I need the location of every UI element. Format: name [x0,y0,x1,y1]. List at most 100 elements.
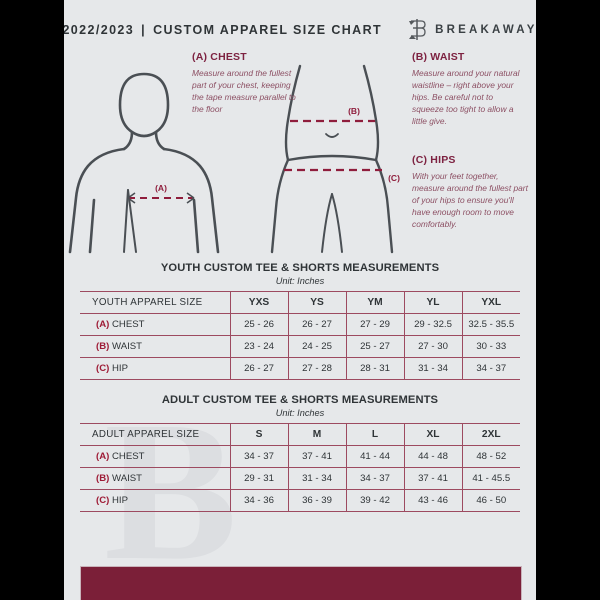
row-name: WAIST [112,341,143,352]
callout-hips-body: With your feet together, measure around … [412,171,528,229]
cell: 34 - 36 [230,489,289,512]
row-name: HIP [112,363,128,374]
cell: 44 - 48 [404,445,463,468]
row-name: WAIST [112,473,143,484]
cell: 30 - 33 [462,335,520,358]
page-header: 2022/2023 | CUSTOM APPAREL SIZE CHART BREA… [64,0,536,42]
callout-hips: (C) HIPS With your feet together, measur… [412,154,528,231]
adult-measurements-block: ADULT CUSTOM TEE & SHORTS MEASUREMENTS U… [64,394,536,512]
adult-col-s: S [230,423,289,446]
cell: 46 - 50 [462,489,520,512]
callout-chest: (A) CHEST Measure around the fullest par… [192,51,296,116]
body-figures-svg: (A) [68,64,400,254]
callout-waist-title: (B) WAIST [412,51,465,63]
brand-name: BREAKAWAY [435,24,536,36]
adult-table-header-row: ADULT APPAREL SIZE S M L XL 2XL [80,423,520,446]
youth-col-ys: YS [288,291,347,314]
row-tag: (B) [96,473,110,484]
youth-row-header-label: YOUTH APPAREL SIZE [80,291,231,314]
youth-table-header-row: YOUTH APPAREL SIZE YXS YS YM YL YXL [80,291,520,314]
row-name: HIP [112,495,128,506]
youth-table-unit: Unit: Inches [275,276,325,286]
youth-col-ym: YM [346,291,405,314]
cell: 34 - 37 [462,357,520,380]
callout-hips-title: (C) HIPS [412,154,456,166]
callout-chest-body: Measure around the fullest part of your … [192,68,296,114]
adult-row-header-label: ADULT APPAREL SIZE [80,423,231,446]
breakaway-b-logo-icon [409,19,426,40]
adult-col-xl: XL [404,423,463,446]
row-name: CHEST [112,451,145,462]
cell: 25 - 27 [346,335,405,358]
cell: 28 - 31 [346,357,405,380]
youth-row-chest-label: (A) CHEST [80,313,231,336]
youth-row-waist-label: (B) WAIST [80,335,231,358]
cell: 29 - 32.5 [404,313,463,336]
footer-bar [80,566,522,600]
cell: 41 - 45.5 [462,467,520,490]
table-row: (C) HIP 34 - 36 36 - 39 39 - 42 43 - 46 … [80,489,520,512]
adult-col-2xl: 2XL [462,423,520,446]
hips-measure-label: (C) [388,173,400,183]
row-tag: (C) [96,363,110,374]
cell: 23 - 24 [230,335,289,358]
table-row: (A) CHEST 34 - 37 37 - 41 41 - 44 44 - 4… [80,445,520,468]
adult-col-m: M [288,423,347,446]
adult-row-waist-label: (B) WAIST [80,467,231,490]
cell: 34 - 37 [230,445,289,468]
cell: 32.5 - 35.5 [462,313,520,336]
row-tag: (C) [96,495,110,506]
header-separator: | [141,23,147,37]
cell: 26 - 27 [230,357,289,380]
waist-measure-label: (B) [348,106,360,116]
cell: 24 - 25 [288,335,347,358]
callout-chest-title: (A) CHEST [192,51,247,63]
table-row: (A) CHEST 25 - 26 26 - 27 27 - 29 29 - 3… [80,313,520,336]
row-tag: (A) [96,451,110,462]
adult-row-chest-label: (A) CHEST [80,445,231,468]
cell: 29 - 31 [230,467,289,490]
adult-size-table: ADULT APPAREL SIZE S M L XL 2XL (A) CHES… [80,423,520,512]
cell: 27 - 30 [404,335,463,358]
cell: 26 - 27 [288,313,347,336]
size-chart-page: B 2022/2023 | CUSTOM APPAREL SIZE CHART BR… [64,0,536,600]
adult-col-l: L [346,423,405,446]
youth-measurements-block: YOUTH CUSTOM TEE & SHORTS MEASUREMENTS U… [64,262,536,380]
cell: 48 - 52 [462,445,520,468]
body-measurement-diagram: (A) [64,48,536,256]
cell: 37 - 41 [288,445,347,468]
cell: 31 - 34 [288,467,347,490]
table-row: (B) WAIST 29 - 31 31 - 34 34 - 37 37 - 4… [80,467,520,490]
cell: 34 - 37 [346,467,405,490]
cell: 39 - 42 [346,489,405,512]
youth-size-table: YOUTH APPAREL SIZE YXS YS YM YL YXL (A) … [80,291,520,380]
youth-row-hip-label: (C) HIP [80,357,231,380]
youth-table-title: YOUTH CUSTOM TEE & SHORTS MEASUREMENTS [160,262,440,274]
row-tag: (A) [96,319,110,330]
callout-waist: (B) WAIST Measure around your natural wa… [412,51,524,128]
cell: 43 - 46 [404,489,463,512]
row-tag: (B) [96,341,110,352]
cell: 31 - 34 [404,357,463,380]
brand-lockup: BREAKAWAY [406,18,536,42]
callout-waist-body: Measure around your natural waistline – … [412,68,520,126]
youth-col-yl: YL [404,291,463,314]
header-season: 2022/2023 [64,23,135,37]
header-title: CUSTOM APPAREL SIZE CHART [153,23,383,37]
chest-measure-line [127,192,195,204]
header-title-group: 2022/2023 | CUSTOM APPAREL SIZE CHART [64,23,382,37]
youth-col-yxs: YXS [230,291,289,314]
table-row: (B) WAIST 23 - 24 24 - 25 25 - 27 27 - 3… [80,335,520,358]
cell: 36 - 39 [288,489,347,512]
table-row: (C) HIP 26 - 27 27 - 28 28 - 31 31 - 34 … [80,357,520,380]
cell: 41 - 44 [346,445,405,468]
youth-col-yxl: YXL [462,291,520,314]
chest-measure-label: (A) [155,183,167,193]
adult-table-title: ADULT CUSTOM TEE & SHORTS MEASUREMENTS [161,394,439,406]
adult-table-unit: Unit: Inches [275,408,325,418]
adult-row-hip-label: (C) HIP [80,489,231,512]
row-name: CHEST [112,319,145,330]
cell: 25 - 26 [230,313,289,336]
cell: 27 - 28 [288,357,347,380]
cell: 37 - 41 [404,467,463,490]
